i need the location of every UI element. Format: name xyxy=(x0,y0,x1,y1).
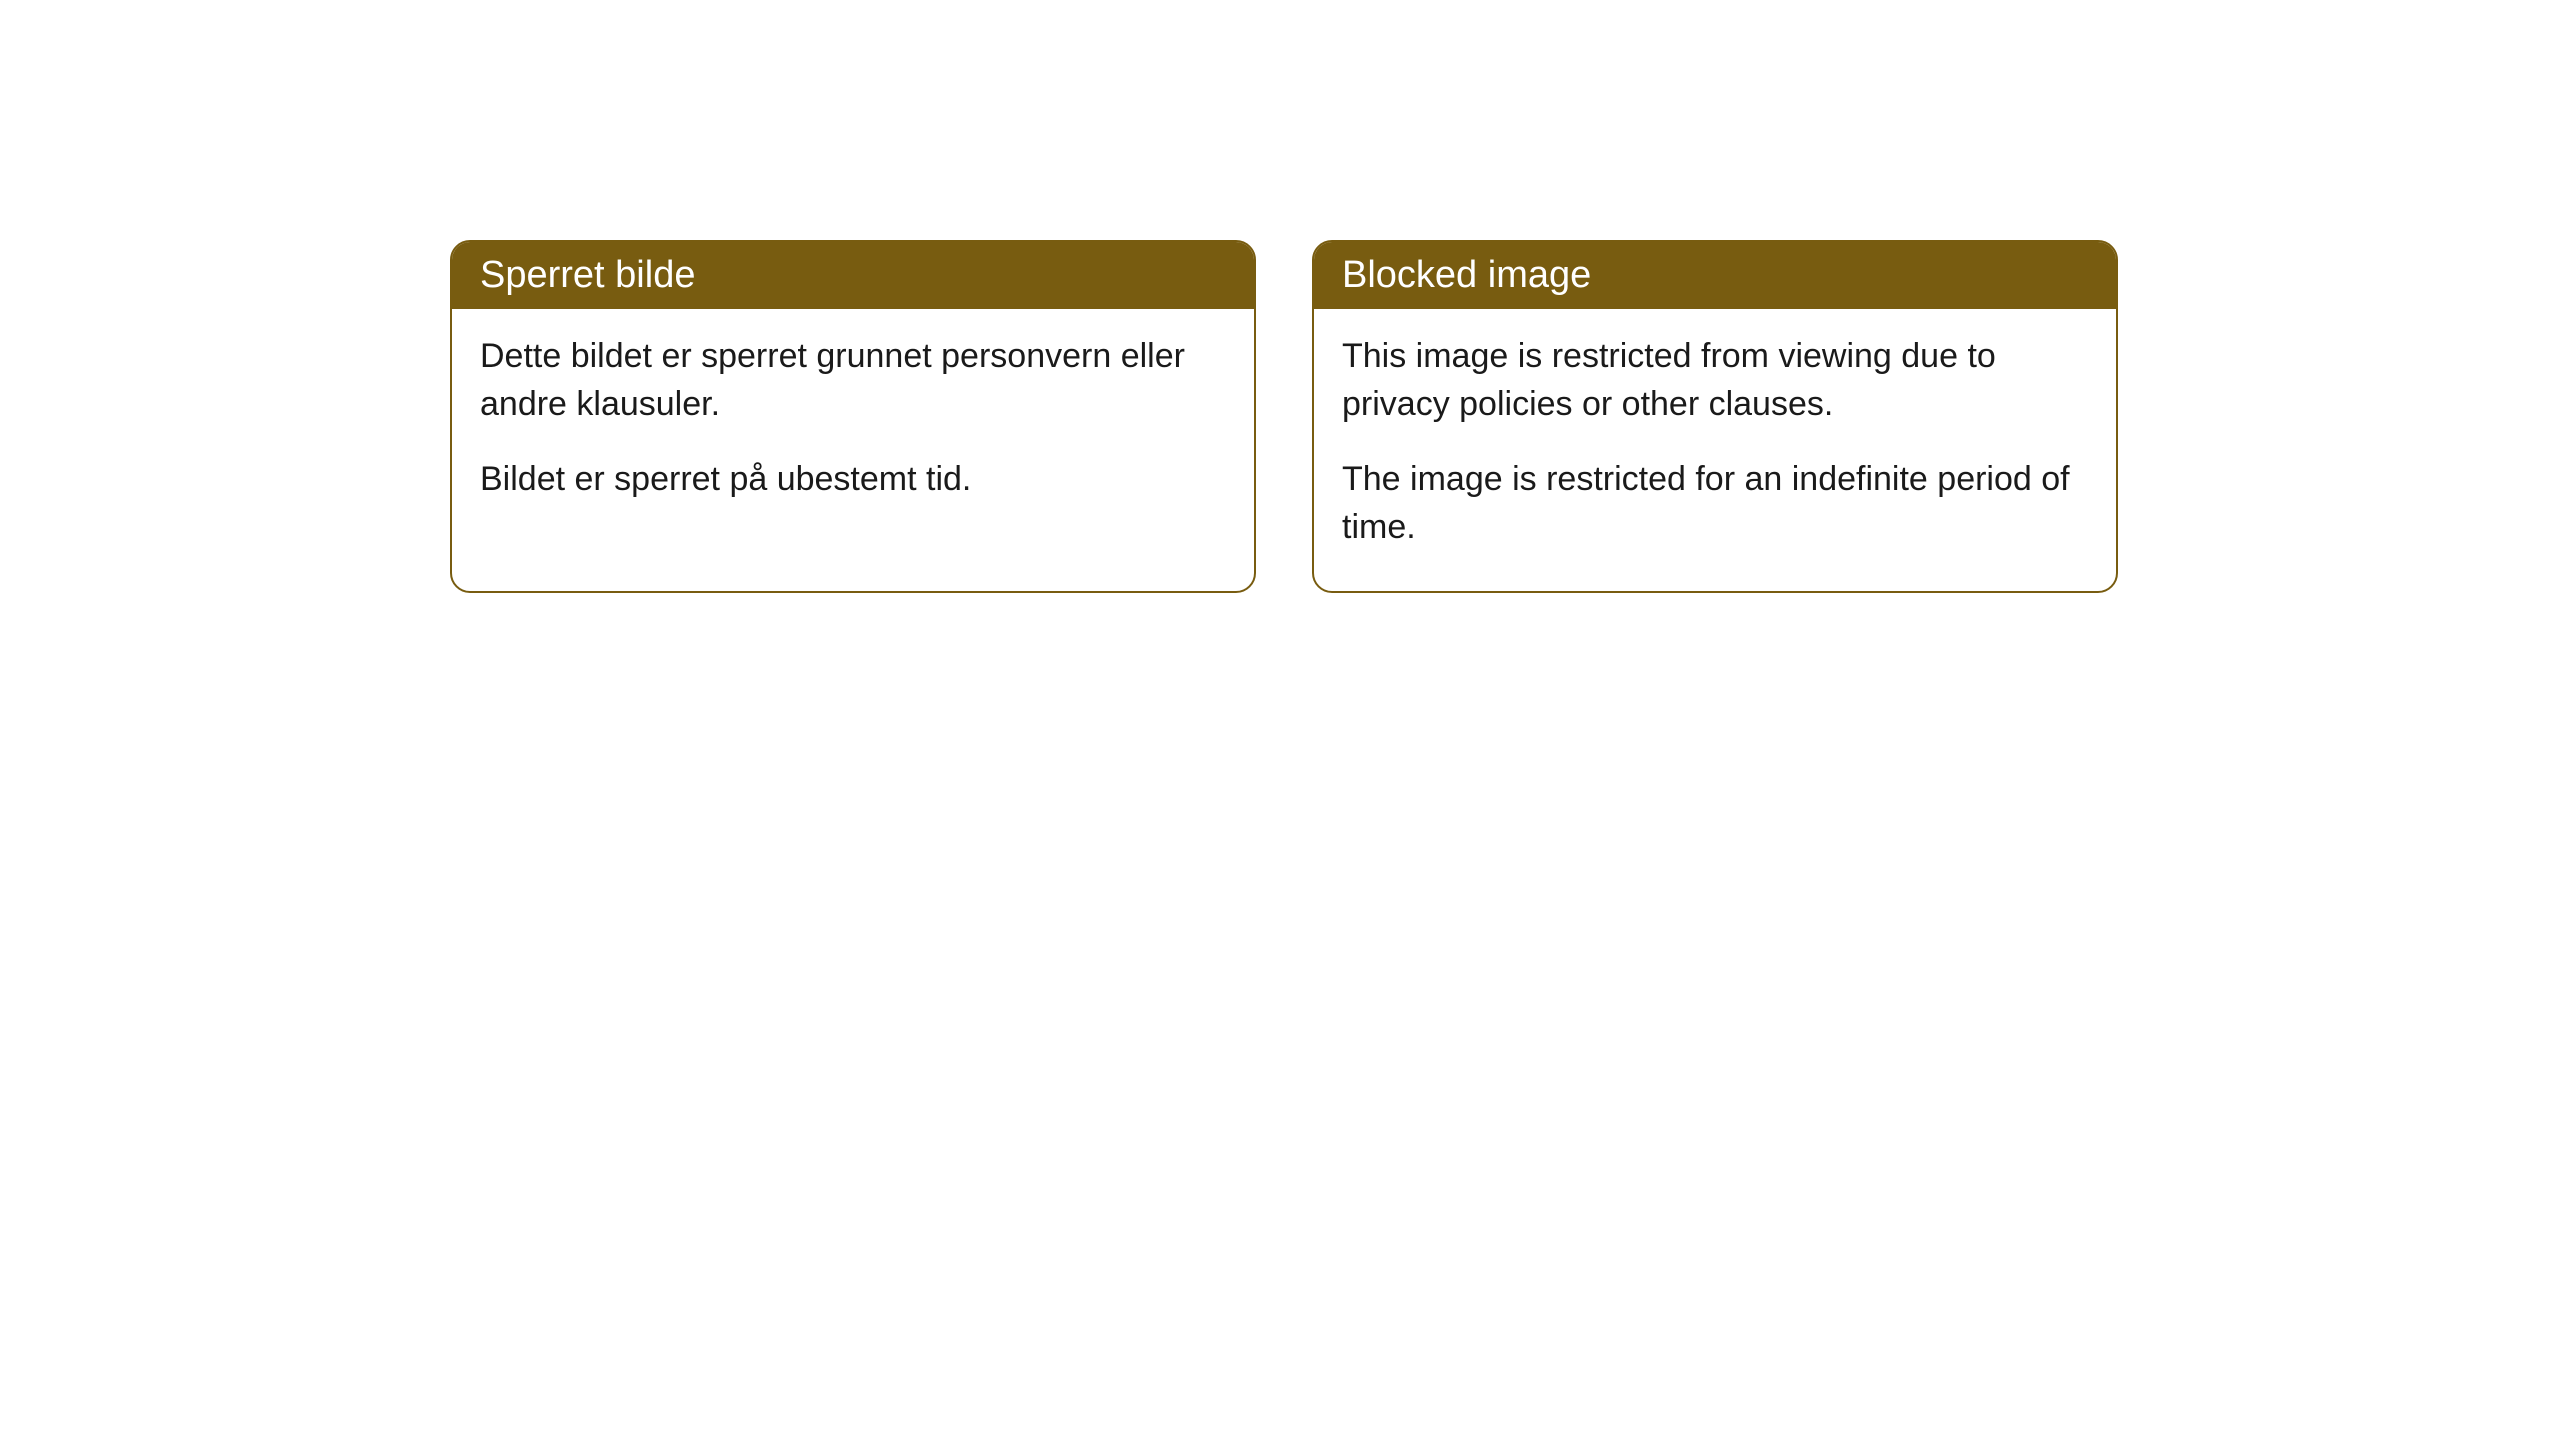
card-english: Blocked image This image is restricted f… xyxy=(1312,240,2118,593)
card-paragraph-1: This image is restricted from viewing du… xyxy=(1342,333,2088,428)
card-body-english: This image is restricted from viewing du… xyxy=(1314,309,2116,591)
card-body-norwegian: Dette bildet er sperret grunnet personve… xyxy=(452,309,1254,544)
cards-container: Sperret bilde Dette bildet er sperret gr… xyxy=(0,0,2560,593)
card-header-norwegian: Sperret bilde xyxy=(452,242,1254,309)
card-paragraph-2: Bildet er sperret på ubestemt tid. xyxy=(480,456,1226,504)
card-norwegian: Sperret bilde Dette bildet er sperret gr… xyxy=(450,240,1256,593)
card-header-english: Blocked image xyxy=(1314,242,2116,309)
card-paragraph-1: Dette bildet er sperret grunnet personve… xyxy=(480,333,1226,428)
card-paragraph-2: The image is restricted for an indefinit… xyxy=(1342,456,2088,551)
